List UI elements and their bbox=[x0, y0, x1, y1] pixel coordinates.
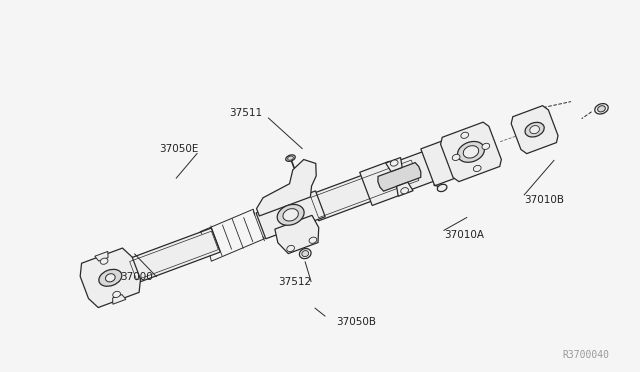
Polygon shape bbox=[397, 182, 413, 196]
Ellipse shape bbox=[401, 187, 408, 194]
Polygon shape bbox=[80, 248, 141, 308]
Polygon shape bbox=[440, 122, 501, 182]
Ellipse shape bbox=[598, 106, 605, 112]
Ellipse shape bbox=[437, 184, 447, 192]
Ellipse shape bbox=[390, 160, 398, 166]
Ellipse shape bbox=[287, 156, 293, 160]
Polygon shape bbox=[128, 228, 220, 283]
Text: 37050E: 37050E bbox=[159, 144, 199, 154]
Ellipse shape bbox=[309, 237, 317, 243]
Ellipse shape bbox=[287, 246, 294, 251]
Polygon shape bbox=[113, 295, 126, 304]
Ellipse shape bbox=[530, 126, 540, 134]
Ellipse shape bbox=[302, 251, 308, 257]
Polygon shape bbox=[360, 161, 402, 205]
Polygon shape bbox=[378, 163, 421, 191]
Ellipse shape bbox=[525, 122, 544, 137]
Polygon shape bbox=[386, 157, 402, 171]
Polygon shape bbox=[256, 191, 325, 239]
Ellipse shape bbox=[277, 205, 304, 225]
Ellipse shape bbox=[458, 141, 484, 162]
Text: 37010A: 37010A bbox=[444, 230, 484, 240]
Ellipse shape bbox=[463, 146, 479, 158]
Text: R3700040: R3700040 bbox=[563, 350, 610, 360]
Ellipse shape bbox=[113, 291, 120, 298]
Ellipse shape bbox=[452, 154, 460, 160]
Ellipse shape bbox=[300, 248, 311, 259]
Text: 37010B: 37010B bbox=[524, 195, 564, 205]
Text: 37511: 37511 bbox=[228, 108, 262, 118]
Ellipse shape bbox=[461, 132, 468, 138]
Ellipse shape bbox=[106, 274, 115, 282]
Ellipse shape bbox=[482, 143, 490, 150]
Polygon shape bbox=[388, 151, 436, 194]
Polygon shape bbox=[275, 215, 319, 254]
Text: 37512: 37512 bbox=[278, 276, 312, 286]
Ellipse shape bbox=[283, 209, 298, 221]
Ellipse shape bbox=[100, 258, 108, 264]
Polygon shape bbox=[421, 137, 468, 186]
Polygon shape bbox=[257, 160, 316, 216]
Ellipse shape bbox=[285, 155, 295, 161]
Text: 37050B: 37050B bbox=[336, 317, 376, 327]
Polygon shape bbox=[95, 251, 108, 261]
Text: 37000: 37000 bbox=[120, 272, 152, 282]
Ellipse shape bbox=[595, 104, 608, 114]
Polygon shape bbox=[309, 157, 421, 221]
Ellipse shape bbox=[474, 166, 481, 171]
Polygon shape bbox=[511, 106, 558, 154]
Ellipse shape bbox=[99, 269, 122, 286]
